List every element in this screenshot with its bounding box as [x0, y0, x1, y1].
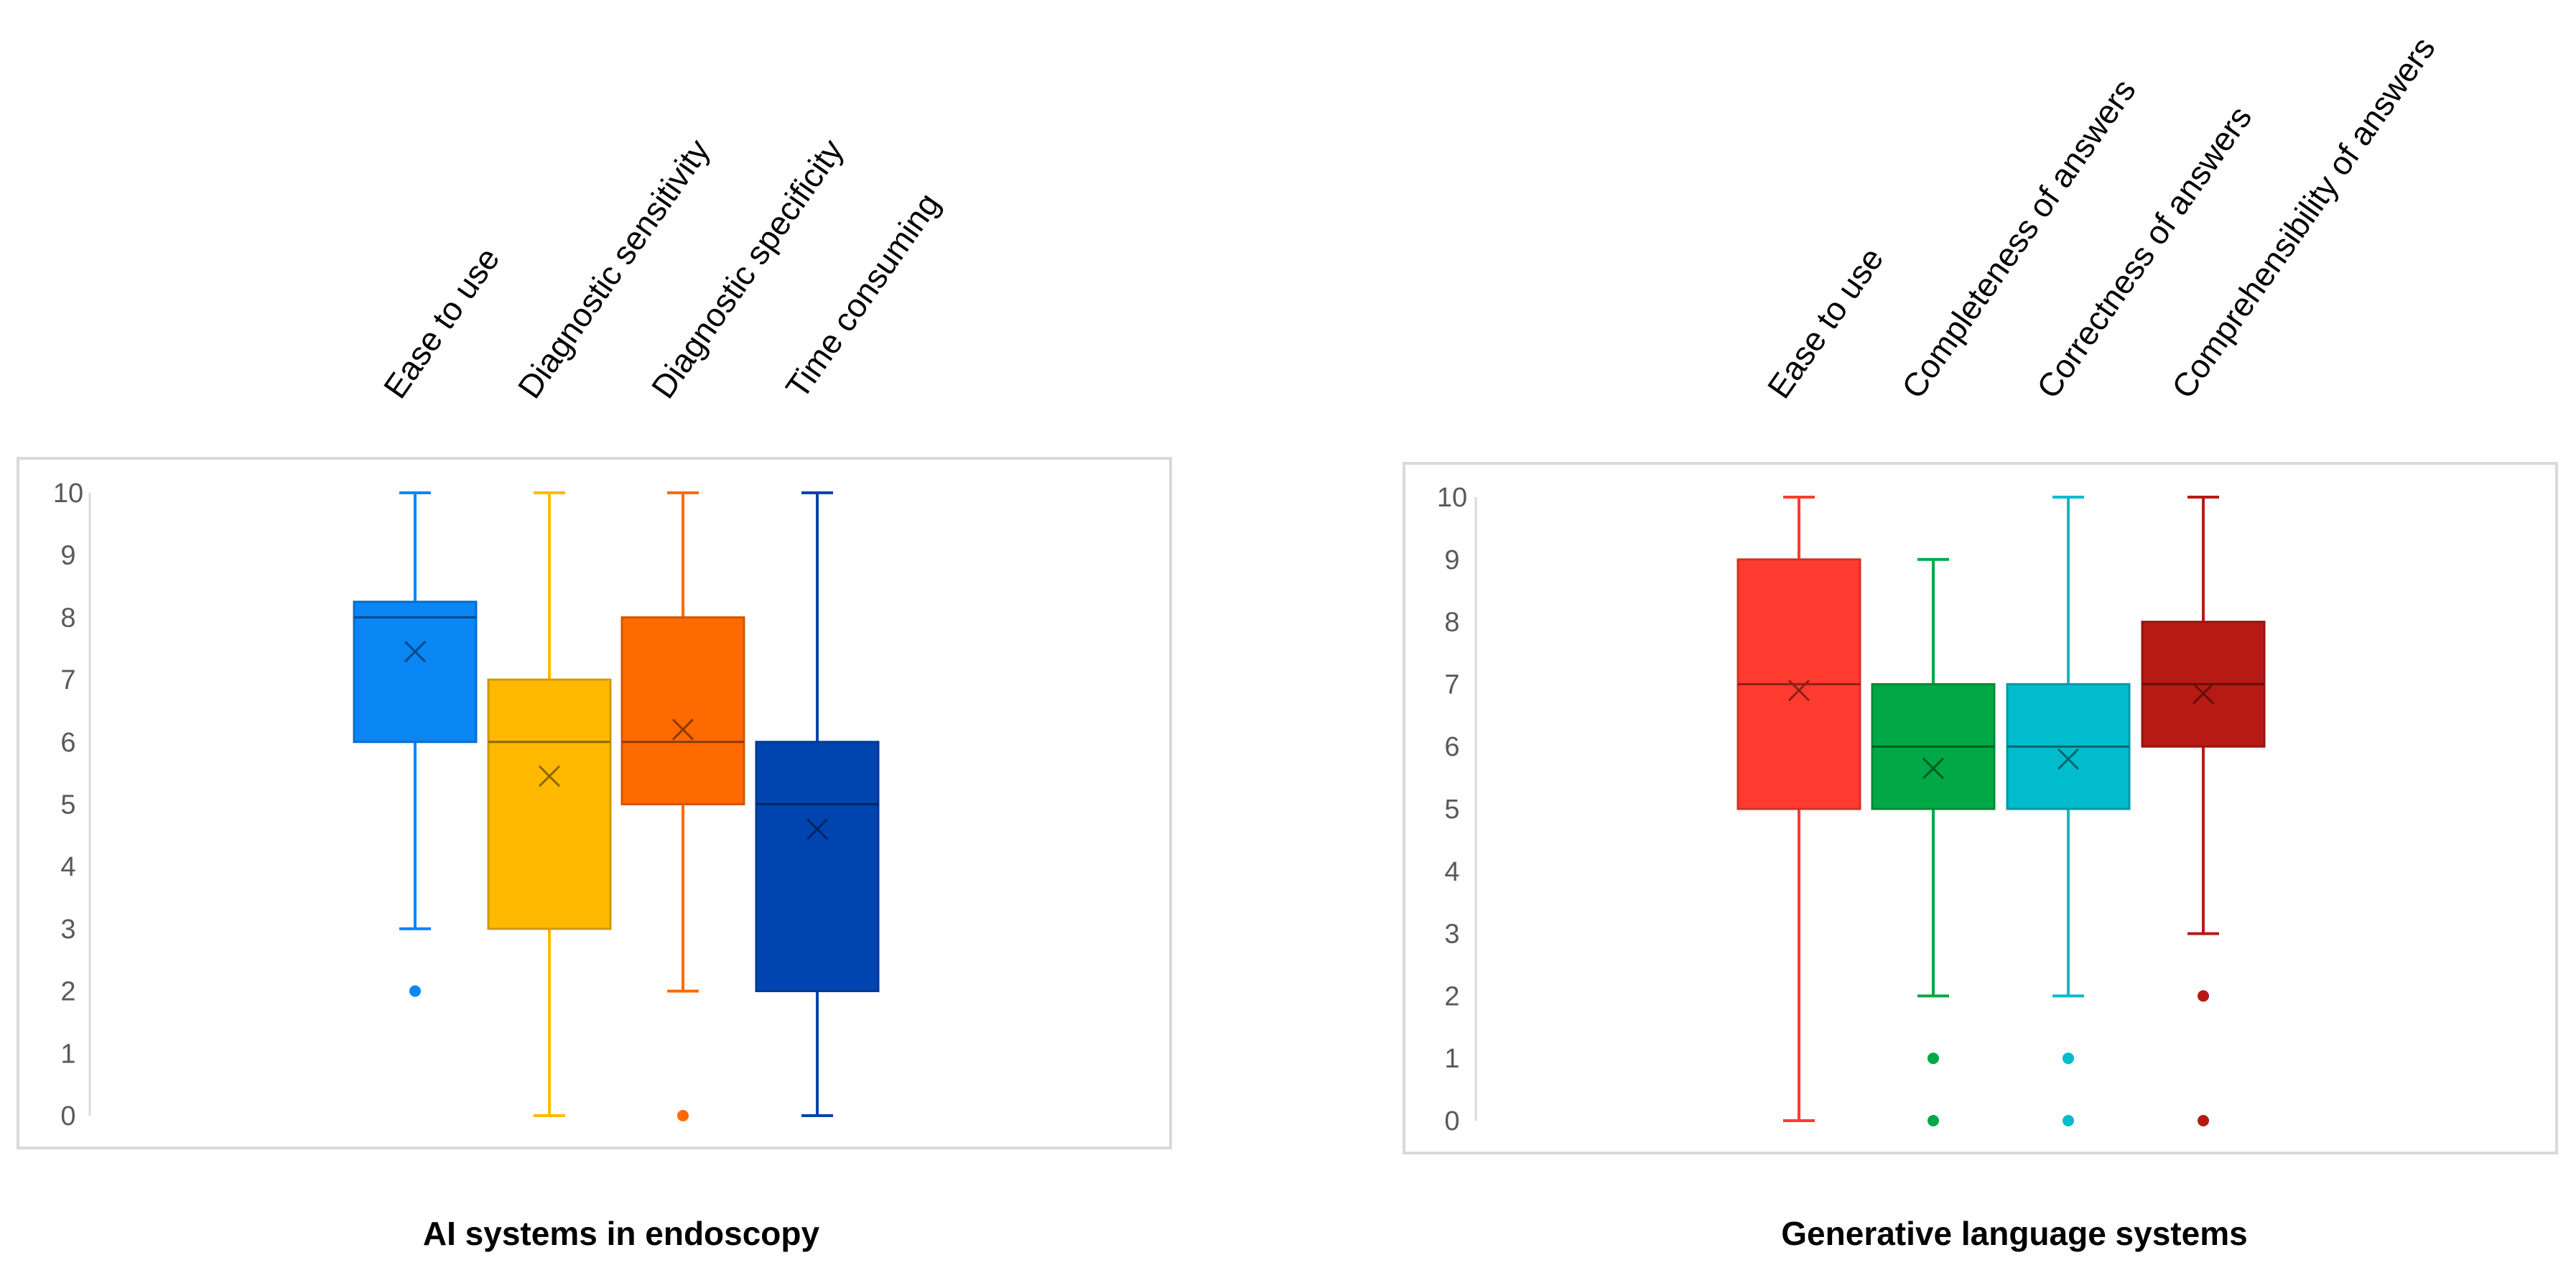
category-label: Ease to use [1760, 241, 1891, 405]
iqr-box [487, 678, 612, 930]
box-series [1736, 496, 1861, 1122]
chart-2-title: Generative language systems [1781, 1215, 2248, 1252]
y-tick-label: 5 [1444, 795, 1459, 825]
y-tick-label: 7 [1444, 670, 1459, 700]
box-series [1871, 557, 1996, 1126]
mean-marker [671, 718, 694, 741]
y-tick-label: 1 [60, 1039, 75, 1069]
outlier-point [2063, 1052, 2074, 1065]
y-tick-label: 8 [1444, 608, 1459, 638]
iqr-box [620, 616, 745, 806]
y-tick-label: 10 [53, 478, 83, 509]
y-tick-label: 2 [1444, 981, 1459, 1011]
mean-marker [538, 765, 561, 787]
box-series [755, 491, 880, 1117]
y-tick-label: 7 [60, 665, 75, 695]
mean-marker [1922, 757, 1945, 779]
mean-marker [806, 818, 829, 841]
category-label: Comprehensibility of answers [2165, 30, 2442, 405]
mean-marker [2057, 748, 2080, 770]
y-tick-label: 0 [60, 1101, 75, 1131]
box-series [620, 491, 745, 1121]
y-tick-label: 0 [1444, 1106, 1459, 1136]
outlier-point [1928, 1052, 1939, 1065]
iqr-box [755, 741, 880, 993]
y-tick-label: 2 [60, 977, 75, 1007]
y-tick-label: 10 [1437, 483, 1467, 513]
mean-marker [2192, 682, 2215, 705]
box-series [487, 491, 612, 1117]
box-series [353, 491, 478, 997]
outlier-point [2198, 990, 2209, 1002]
mean-marker [1787, 680, 1810, 702]
y-tick-label: 9 [60, 541, 75, 571]
box-series [2141, 496, 2266, 1126]
y-tick-label: 4 [60, 852, 75, 882]
outlier-point [1928, 1115, 1939, 1126]
outlier-point [409, 985, 421, 997]
y-tick-label: 4 [1444, 857, 1459, 887]
y-tick-label: 1 [1444, 1044, 1459, 1074]
outlier-point [677, 1110, 689, 1121]
y-tick-label: 5 [60, 790, 75, 820]
chart-2: 0 1 2 3 4 5 6 7 8 9 10 Ease to use Completeness of a… [1403, 30, 2558, 1154]
y-tick-label: 3 [60, 914, 75, 945]
category-label: Ease to use [376, 241, 507, 405]
mean-marker [404, 641, 427, 663]
chart-1-title: AI systems in endoscopy [422, 1215, 820, 1252]
category-label: Completeness of answers [1894, 72, 2143, 404]
y-tick-label: 8 [60, 603, 75, 633]
y-tick-label: 3 [1444, 920, 1459, 950]
outlier-point [2198, 1115, 2209, 1126]
y-tick-label: 6 [60, 728, 75, 758]
y-tick-label: 9 [1444, 545, 1459, 575]
y-tick-label: 6 [1444, 732, 1459, 762]
iqr-box [353, 601, 478, 744]
outlier-point [2063, 1115, 2074, 1126]
box-series [2006, 496, 2131, 1126]
